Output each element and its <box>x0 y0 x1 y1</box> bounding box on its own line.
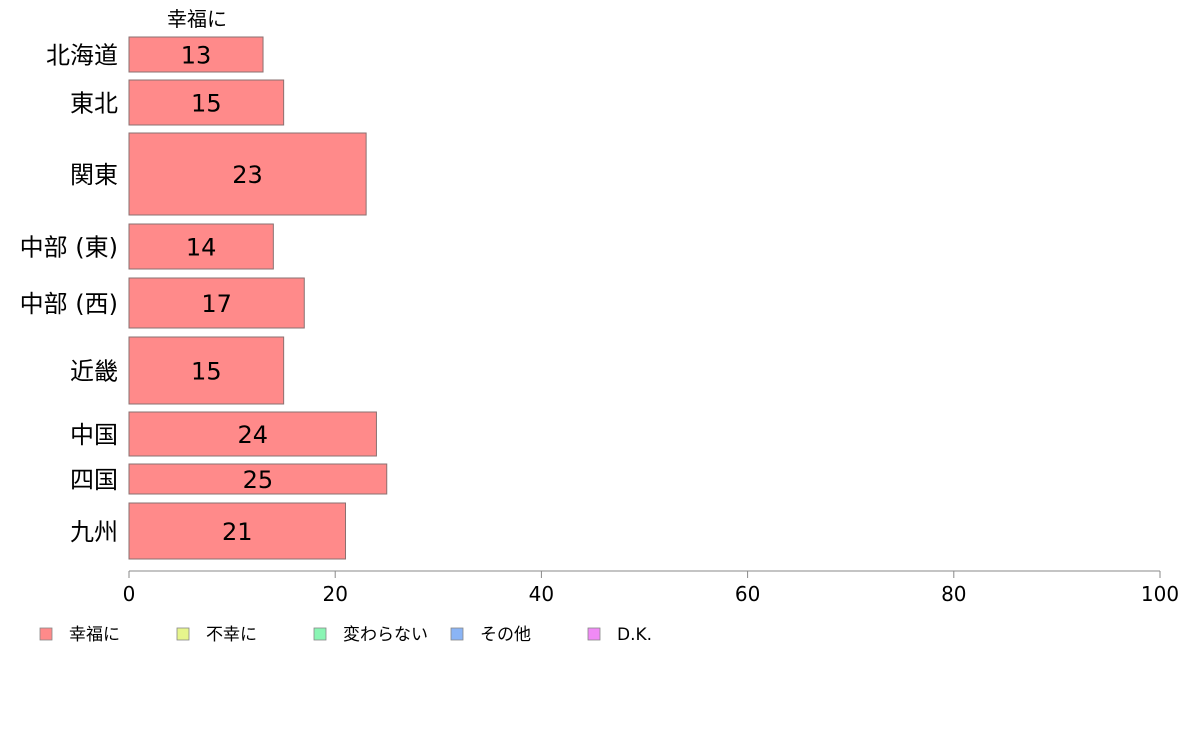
bar-value-label: 21 <box>222 518 253 546</box>
bars-group: 北海道 13 東北 15 関東 23 中部 (東) 14 中部 (西) 17 近畿 15 中国 24 四国 2… <box>20 36 388 560</box>
legend: 幸福に 不幸に 変わらない その他 D.K. <box>39 625 652 645</box>
x-tick-label: 20 <box>322 582 347 606</box>
category-label: 関東 <box>70 161 118 189</box>
category-label: 東北 <box>70 90 118 118</box>
bar-value-label: 24 <box>237 421 268 449</box>
bar <box>128 463 388 495</box>
bar <box>128 36 264 73</box>
category-label: 中部 (西) <box>20 290 118 318</box>
bar <box>128 411 377 457</box>
category-label: 中国 <box>70 421 118 449</box>
legend-label: その他 <box>480 625 531 645</box>
bar-value-label: 15 <box>191 358 222 386</box>
legend-label: 変わらない <box>343 625 428 645</box>
legend-swatch <box>587 627 601 641</box>
x-tick-label: 60 <box>735 582 760 606</box>
legend-swatch <box>450 627 464 641</box>
bar <box>128 502 347 560</box>
category-label: 九州 <box>70 518 118 546</box>
bar-value-label: 25 <box>243 466 274 494</box>
x-tick-label: 0 <box>123 582 136 606</box>
x-tick-label: 100 <box>1141 582 1179 606</box>
category-label: 北海道 <box>46 42 118 70</box>
category-label: 近畿 <box>70 358 118 386</box>
legend-swatch <box>313 627 327 641</box>
legend-label: 不幸に <box>206 625 257 645</box>
bar-value-label: 15 <box>191 90 222 118</box>
bar <box>128 79 285 126</box>
legend-swatch <box>176 627 190 641</box>
bar <box>128 223 274 270</box>
bar-value-label: 14 <box>186 234 217 262</box>
legend-swatch <box>39 627 53 641</box>
bar <box>128 132 367 216</box>
x-axis: 0 20 40 60 80 100 <box>123 570 1179 606</box>
legend-label: 幸福に <box>69 625 120 645</box>
x-tick-label: 40 <box>529 582 554 606</box>
bar-value-label: 17 <box>201 290 232 318</box>
bar <box>128 277 305 329</box>
bar-value-label: 13 <box>181 42 212 70</box>
x-tick-label: 80 <box>941 582 966 606</box>
category-label: 中部 (東) <box>20 234 118 262</box>
column-header-label: 幸福に <box>167 7 227 31</box>
legend-label: D.K. <box>617 625 652 645</box>
bar-value-label: 23 <box>232 161 263 189</box>
category-label: 四国 <box>70 466 118 494</box>
bar <box>128 336 285 405</box>
